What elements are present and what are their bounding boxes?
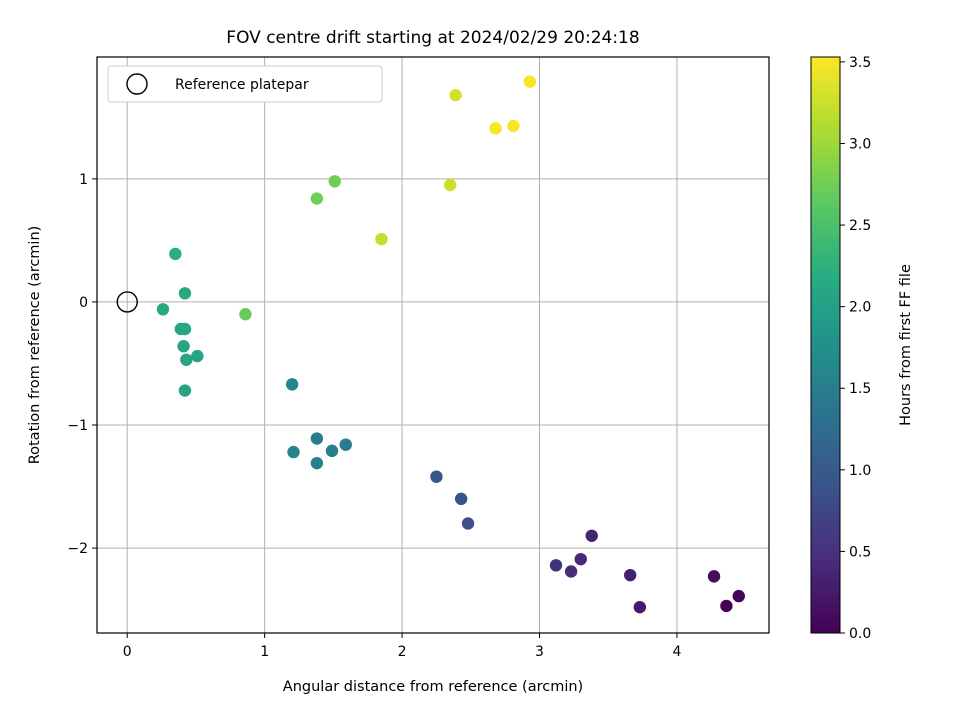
- data-point: [339, 438, 352, 451]
- legend-marker-reference: [126, 73, 148, 95]
- data-point: [177, 340, 190, 353]
- legend-box: [107, 65, 383, 103]
- x-axis-label: Angular distance from reference (arcmin): [283, 679, 583, 695]
- colorbar-label: Hours from first FF file: [898, 264, 914, 426]
- colorbar-tick-label: 3.5: [849, 55, 871, 71]
- chart-title: FOV centre drift starting at 2024/02/29 …: [226, 28, 639, 48]
- colorbar-gradient: [811, 57, 840, 633]
- colorbar-frame: [810, 56, 841, 634]
- y-tick-label: 1: [79, 172, 88, 188]
- data-point: [310, 192, 324, 205]
- data-point: [287, 445, 300, 459]
- x-tick-label: 0: [123, 644, 132, 660]
- data-point: [624, 568, 637, 582]
- y-tick-label: −1: [67, 418, 88, 434]
- data-point: [523, 75, 537, 88]
- data-point: [585, 529, 598, 542]
- data-point: [239, 308, 252, 321]
- colorbar-tick-label: 3.0: [849, 136, 871, 152]
- data-point: [633, 600, 647, 614]
- data-point: [285, 378, 299, 391]
- legend: Reference platepar: [107, 65, 383, 103]
- data-point: [328, 175, 341, 188]
- colorbar-tick-label: 1.5: [849, 381, 871, 397]
- reference-point: [116, 291, 138, 313]
- data-point: [169, 247, 182, 261]
- reference-marker: [116, 291, 138, 313]
- data-point: [707, 570, 721, 583]
- data-point: [449, 88, 462, 102]
- x-tick-label: 1: [260, 644, 269, 660]
- data-point: [461, 517, 475, 530]
- data-point: [443, 178, 457, 192]
- colorbar-tick-label: 0.5: [849, 544, 871, 560]
- data-point: [549, 559, 563, 572]
- data-points: [156, 75, 745, 614]
- data-point: [178, 287, 192, 300]
- y-axis-ticks: −2 −1 0 1: [67, 172, 97, 557]
- colorbar-tick-label: 2.0: [849, 300, 871, 316]
- data-point: [564, 565, 578, 578]
- data-point: [191, 349, 204, 363]
- x-tick-label: 3: [535, 644, 544, 660]
- y-tick-label: 0: [79, 295, 88, 311]
- data-point: [732, 589, 745, 603]
- x-axis-ticks: 0 1 2 3 4: [123, 633, 681, 660]
- colorbar-tick-label: 0.0: [849, 626, 871, 642]
- x-tick-label: 2: [398, 644, 407, 660]
- data-point: [178, 384, 192, 397]
- data-point: [310, 456, 324, 470]
- x-tick-label: 4: [672, 644, 681, 660]
- legend-label-reference: Reference platepar: [175, 77, 309, 93]
- colorbar: 0.0 0.5 1.0 1.5 2.0 2.5 3.0 3.5 Hours from firs…: [810, 55, 914, 642]
- plot-frame: [96, 56, 770, 634]
- y-tick-label: −2: [67, 541, 88, 557]
- data-point: [574, 552, 587, 566]
- data-point: [180, 353, 193, 366]
- data-point: [375, 232, 388, 246]
- colorbar-tick-label: 2.5: [849, 218, 871, 234]
- data-point: [720, 599, 733, 613]
- data-point: [454, 492, 468, 506]
- data-point: [489, 122, 502, 135]
- data-point: [325, 444, 339, 458]
- data-point: [178, 322, 192, 336]
- data-point: [507, 119, 520, 133]
- y-axis-label: Rotation from reference (arcmin): [27, 226, 43, 465]
- data-point: [310, 432, 324, 445]
- colorbar-ticks: 0.0 0.5 1.0 1.5 2.0 2.5 3.0 3.5: [840, 55, 871, 642]
- data-point: [430, 470, 443, 483]
- grid-lines: [97, 57, 769, 633]
- data-point: [156, 303, 170, 316]
- colorbar-tick-label: 1.0: [849, 463, 871, 479]
